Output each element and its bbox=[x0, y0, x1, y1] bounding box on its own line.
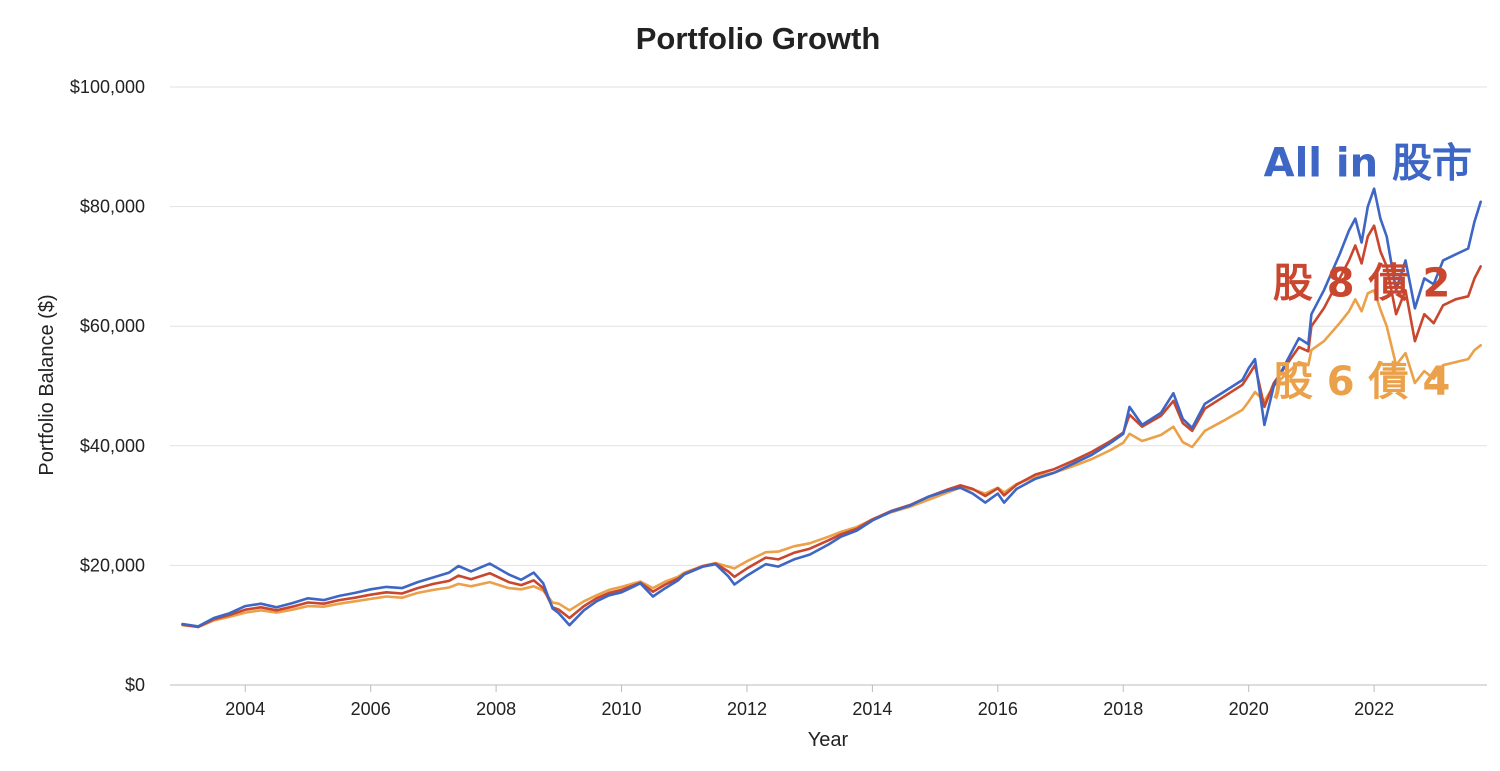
annotations: All in 股市股 8 債 2 股 6 債 4 bbox=[1264, 141, 1472, 405]
y-axis-title: Portfolio Balance ($) bbox=[36, 294, 58, 475]
x-tick-label: 2016 bbox=[978, 699, 1018, 719]
x-tick-label: 2012 bbox=[727, 699, 767, 719]
y-axis-ticks: $0 $20,000 $40,000 $60,000 $80,000 $100,000 bbox=[70, 77, 145, 695]
x-tick-label: 2006 bbox=[351, 699, 391, 719]
series-lines bbox=[181, 187, 1482, 629]
series-line-0 bbox=[181, 187, 1482, 628]
series-annotation-1: 股 8 債 2 bbox=[1273, 260, 1450, 306]
y-tick-label: $0 bbox=[125, 675, 145, 695]
x-tick-label: 2020 bbox=[1229, 699, 1269, 719]
x-tick-label: 2004 bbox=[225, 699, 265, 719]
y-tick-label: $80,000 bbox=[80, 197, 145, 217]
x-tick-label: 2010 bbox=[602, 699, 642, 719]
x-tick-label: 2014 bbox=[852, 699, 892, 719]
series-line-2 bbox=[181, 288, 1482, 629]
x-tick-label: 2018 bbox=[1103, 699, 1143, 719]
series-annotation-2: 股 6 債 4 bbox=[1273, 359, 1450, 405]
gridlines bbox=[170, 86, 1487, 686]
x-axis-ticks: 2004 2006 2008 2010 2012 2014 2016 2018 2020 2022 bbox=[225, 685, 1394, 719]
y-tick-label: $40,000 bbox=[80, 436, 145, 456]
series-annotation-0: All in 股市 bbox=[1264, 141, 1472, 187]
x-tick-label: 2022 bbox=[1354, 699, 1394, 719]
x-axis-title: Year bbox=[808, 729, 849, 751]
y-tick-label: $20,000 bbox=[80, 555, 145, 575]
chart-title: Portfolio Growth bbox=[636, 21, 881, 56]
y-tick-label: $100,000 bbox=[70, 77, 145, 97]
y-tick-label: $60,000 bbox=[80, 316, 145, 336]
x-tick-label: 2008 bbox=[476, 699, 516, 719]
